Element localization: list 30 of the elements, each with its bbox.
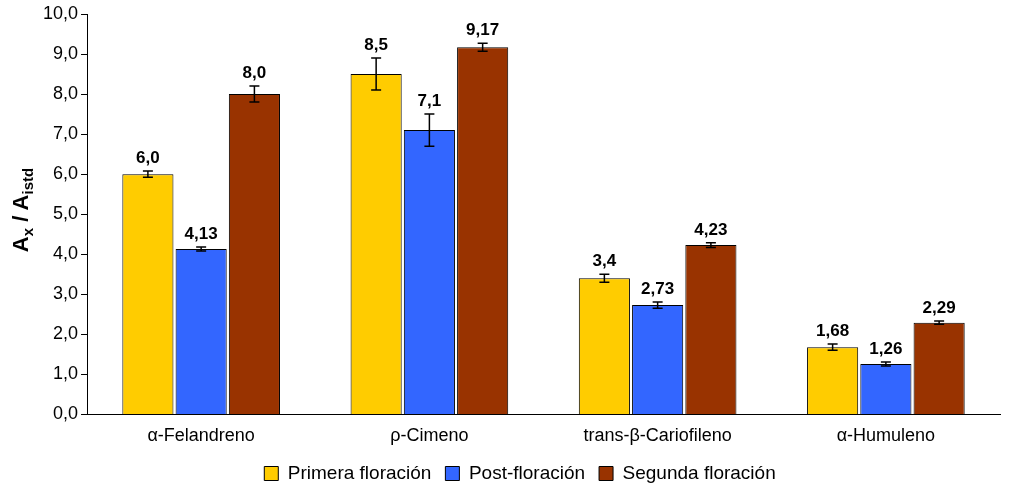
data-label: 6,0 — [136, 148, 160, 168]
y-tick-label: 5,0 — [53, 203, 79, 224]
y-tick-label: 8,0 — [53, 83, 79, 104]
data-label: 1,26 — [869, 339, 903, 359]
data-label: 2,73 — [641, 279, 675, 299]
data-label: 8,5 — [364, 35, 388, 55]
x-tick-label: α-Humuleno — [836, 425, 936, 446]
y-tick-label: 0,0 — [53, 403, 79, 424]
y-tick-label: 6,0 — [53, 163, 79, 184]
data-label: 7,1 — [417, 91, 442, 111]
data-label: 1,68 — [816, 321, 850, 341]
y-tick-label: 1,0 — [53, 363, 79, 384]
data-label: 2,29 — [922, 298, 956, 318]
y-tick-label: 10,0 — [42, 2, 79, 23]
legend-label: Segunda floración — [622, 461, 776, 483]
data-label: 4,13 — [184, 224, 218, 244]
y-tick-label: 3,0 — [53, 283, 79, 304]
y-tick-label: 4,0 — [53, 243, 79, 264]
y-tick-label: 9,0 — [53, 43, 79, 64]
x-tick-label: ρ-Cimeno — [390, 425, 469, 446]
data-label: 8,0 — [242, 63, 267, 83]
data-label: 9,17 — [466, 20, 500, 40]
x-tick-label: trans-β-Cariofileno — [583, 425, 732, 446]
legend-label: Primera floración — [287, 461, 432, 483]
y-tick-label: 7,0 — [53, 123, 79, 144]
data-label: 3,4 — [592, 251, 617, 271]
x-tick-label: α-Felandreno — [147, 425, 255, 446]
data-label: 4,23 — [694, 219, 728, 239]
legend-label: Post-floración — [468, 461, 586, 483]
y-tick-label: 2,0 — [53, 323, 79, 344]
